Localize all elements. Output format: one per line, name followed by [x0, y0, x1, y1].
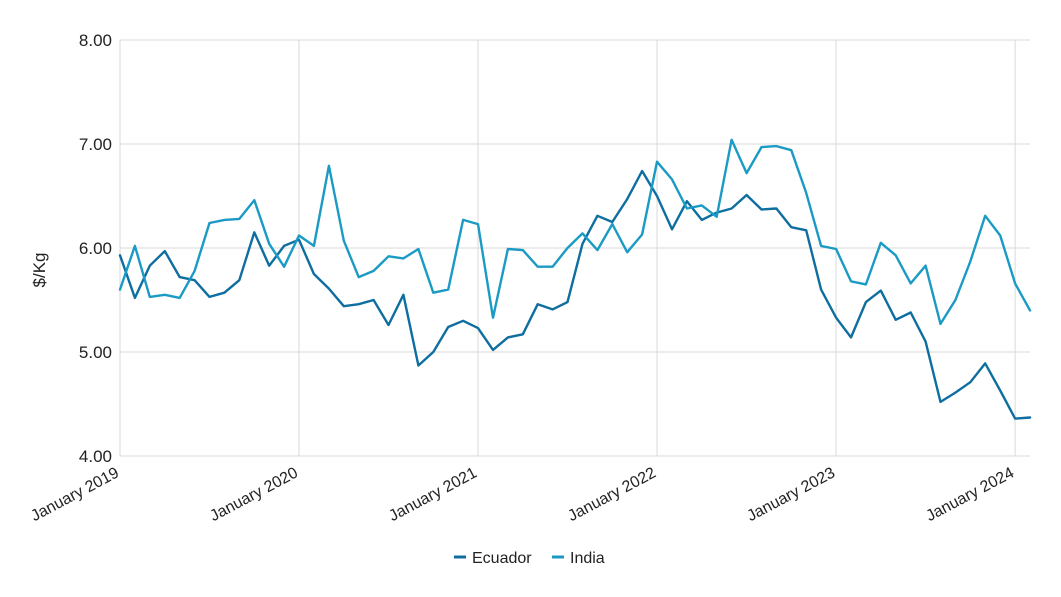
y-tick-label: 4.00: [79, 447, 112, 466]
legend: Ecuador India: [454, 550, 605, 567]
x-tick-label: January 2021: [386, 464, 480, 525]
y-tick-label: 8.00: [79, 31, 112, 50]
y-tick-label: 7.00: [79, 135, 112, 154]
x-tick-label: January 2023: [744, 464, 838, 525]
series-line-india: [118, 138, 1032, 326]
y-axis-label: $/Kg: [30, 253, 49, 288]
x-tick-label: January 2019: [28, 464, 122, 525]
x-tick-label: January 2020: [207, 464, 301, 525]
series-line-ecuador: [118, 169, 1032, 420]
y-axis-ticks: 4.00 5.00 6.00 7.00 8.00: [79, 31, 112, 466]
x-axis-ticks: January 2019 January 2020 January 2021 Janu…: [28, 464, 1017, 525]
x-tick-label: January 2024: [923, 464, 1017, 525]
legend-label-india: India: [570, 550, 605, 567]
y-tick-label: 5.00: [79, 343, 112, 362]
legend-label-ecuador: Ecuador: [472, 550, 532, 567]
y-tick-label: 6.00: [79, 239, 112, 258]
x-tick-label: January 2022: [565, 464, 659, 525]
series-layer: [118, 138, 1032, 420]
grid-layer: [119, 39, 1030, 457]
